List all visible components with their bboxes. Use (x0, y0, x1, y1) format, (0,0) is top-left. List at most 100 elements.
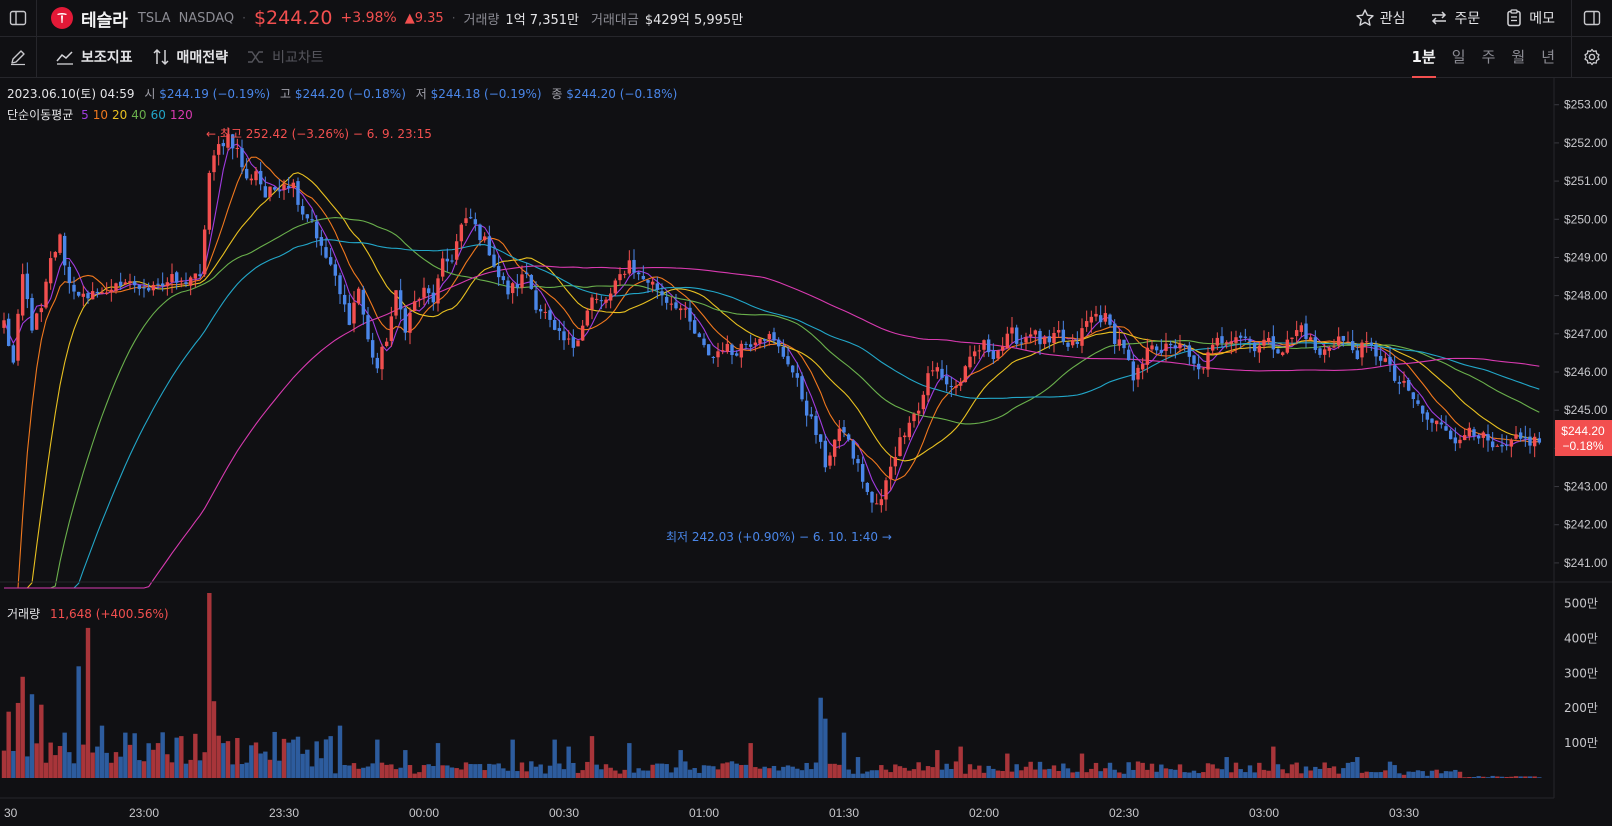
volume-bar (109, 762, 114, 778)
high-value: $244.20 (−0.18%) (294, 87, 406, 101)
volume-bar (160, 732, 165, 778)
candle-body (478, 224, 482, 241)
volume-bar (958, 746, 963, 778)
candle-body (263, 186, 268, 198)
candle-body (935, 367, 940, 372)
volume-bar (589, 736, 595, 778)
time-tick-label: 01:30 (829, 806, 859, 820)
candle-body (1154, 346, 1159, 351)
candle-body (1271, 336, 1276, 350)
tab-week[interactable]: 주 (1481, 47, 1496, 66)
volume-bar (183, 763, 189, 778)
candle-body (814, 415, 818, 436)
volume-bar (883, 769, 889, 778)
time-tick-label: 03:00 (1249, 806, 1279, 820)
volume-bar (907, 770, 912, 778)
indicator-chart-icon (56, 51, 73, 65)
candle-body (440, 258, 445, 277)
volume-bar (939, 769, 945, 778)
ma-period-10: 10 (92, 108, 108, 122)
strategy-label: 매매전략 (176, 50, 229, 66)
sidebar-toggle-icon[interactable] (0, 0, 36, 36)
candle-body (758, 338, 762, 344)
candle-body (123, 282, 128, 285)
volume-bar (239, 764, 245, 778)
candle-body (599, 300, 604, 302)
high-annotation: ← 최고 252.42 (−3.26%) − 6. 9. 23:15 (206, 127, 432, 141)
watch-button[interactable]: 관심 (1355, 8, 1405, 28)
volume-bar (1182, 772, 1187, 778)
candle-body (1066, 342, 1070, 347)
volume-bar (309, 766, 315, 778)
volume-legend-value: 11,648 (+400.56%) (49, 607, 169, 621)
candle-body (767, 334, 772, 340)
volume-bar (893, 764, 898, 778)
volume-bar (1383, 770, 1388, 778)
candle-body (632, 259, 636, 273)
tab-1min[interactable]: 1분 (1411, 37, 1437, 78)
order-button[interactable]: 주문 (1429, 8, 1480, 28)
strategy-button[interactable]: 매매전략 (151, 47, 229, 67)
volume-tick-label: 200만 (1564, 701, 1598, 715)
candle-body (1215, 337, 1220, 346)
turnover-value: $429억 5,995만 (644, 12, 744, 28)
volume-bar (53, 755, 58, 778)
volume-bar (1098, 771, 1103, 778)
volume-bar (701, 765, 707, 778)
panel-toggle-icon[interactable] (1572, 0, 1612, 36)
candle-body (1010, 327, 1014, 334)
volume-bar (1243, 772, 1248, 778)
candle-body (520, 274, 524, 288)
volume-bar (594, 764, 599, 778)
indicators-button[interactable]: 보조지표 (55, 47, 133, 67)
volume-bar (477, 764, 483, 778)
candle-body (1383, 358, 1388, 362)
volume-tick-label: 500만 (1564, 596, 1598, 610)
price-chart[interactable]: $253.00 $252.00 $251.00 $250.00 $249.00 $248.… (0, 78, 1612, 826)
volume-bar (81, 744, 86, 778)
settings-gear-icon[interactable] (1572, 39, 1612, 75)
candle-body (506, 280, 510, 295)
candle-body (67, 266, 72, 284)
volume-bar (706, 765, 711, 778)
volume-bar (617, 773, 623, 778)
memo-button[interactable]: 메모 (1504, 8, 1555, 28)
candle-body (986, 339, 991, 353)
compare-chart-button[interactable]: 비교차트 (246, 47, 324, 67)
ma-line-40 (4, 217, 1540, 589)
time-tick-label: 02:30 (1109, 806, 1139, 820)
volume-bar (785, 765, 791, 778)
candle-body (524, 272, 529, 274)
tab-month[interactable]: 월 (1511, 47, 1526, 66)
candle-body (762, 338, 767, 341)
tab-day[interactable]: 일 (1451, 47, 1466, 66)
volume-bar (804, 762, 809, 778)
candle-body (888, 466, 893, 480)
candle-body (277, 190, 282, 192)
volume-bar (1219, 769, 1225, 778)
volume-legend: 거래량 11,648 (+400.56%) (7, 605, 169, 622)
draw-pencil-icon[interactable] (0, 39, 36, 75)
volume-bar (179, 736, 184, 778)
timeframe-tabs: 1분 일 주 월 년 (1404, 37, 1564, 78)
candle-body (1336, 336, 1341, 345)
candle-body (1528, 436, 1532, 446)
ma-legend[interactable]: 단순이동평균 5 10 20 40 60 120 (7, 106, 193, 123)
volume-bar (986, 765, 991, 778)
divider (1571, 0, 1572, 37)
candle-body (1075, 341, 1080, 345)
candle-body (1150, 345, 1154, 350)
candle-body (174, 272, 179, 283)
candle-body (450, 260, 454, 262)
candle-body (1210, 344, 1215, 351)
candle-body (328, 257, 333, 265)
tab-year[interactable]: 년 (1541, 47, 1555, 66)
current-price: $244.20 (253, 7, 333, 29)
volume-bar (48, 742, 53, 778)
candle-body (795, 373, 800, 378)
volume-bar (1014, 764, 1019, 778)
volume-bar (613, 770, 618, 778)
candle-body (893, 457, 898, 467)
volume-bar (1061, 763, 1066, 778)
volume-bar (1201, 772, 1206, 778)
